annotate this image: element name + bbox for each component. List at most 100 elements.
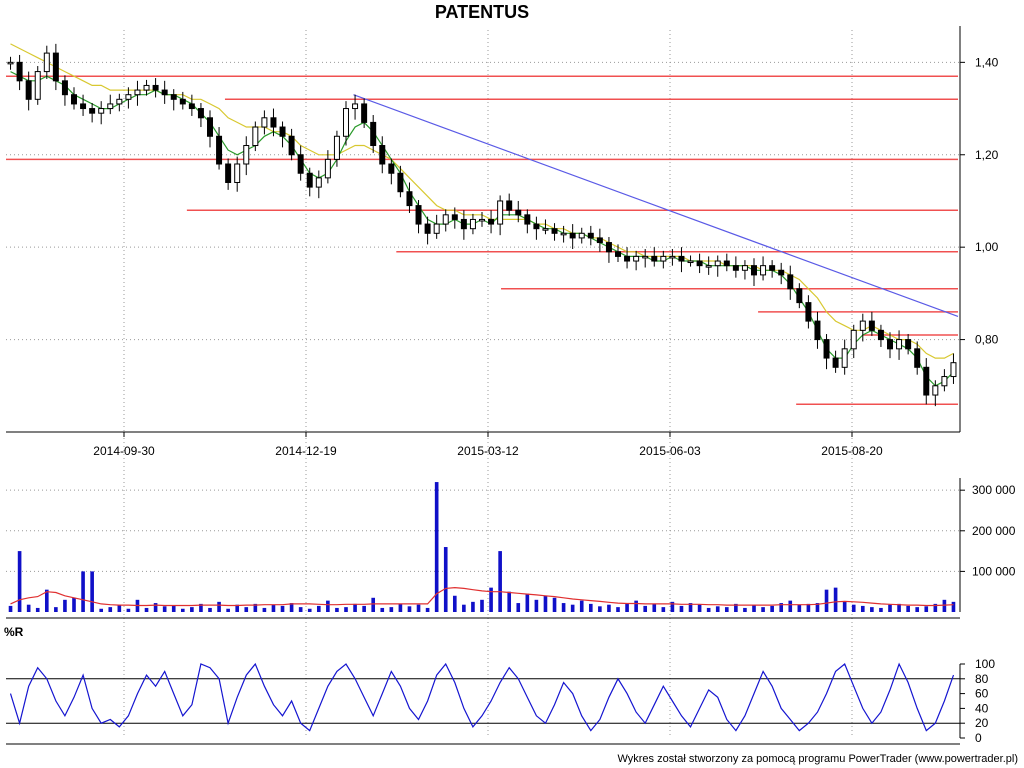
volume-bar [471, 601, 475, 612]
candle-body [451, 214, 458, 220]
williams-r-y-tick-label: 20 [975, 716, 989, 730]
volume-bar [779, 603, 784, 612]
volume-panel: 300 000 200 000 100 000 [6, 478, 1016, 619]
candle-body [524, 214, 531, 225]
candle-body [261, 117, 268, 128]
volume-bar [661, 607, 666, 612]
candle-body [80, 103, 87, 110]
candle-body [506, 200, 513, 211]
price-y-tick-label: 1,40 [975, 55, 999, 69]
candle-body [125, 94, 132, 100]
volume-bar [171, 605, 176, 612]
candle-body [361, 103, 368, 123]
candle-body [868, 320, 875, 331]
candle-body [98, 108, 105, 114]
price-y-tick-label: 0,80 [975, 333, 999, 347]
candle-body [7, 61, 14, 65]
candle-body [433, 223, 440, 234]
candle-body [161, 89, 168, 96]
candle-body [877, 329, 884, 341]
candle-body [197, 108, 204, 119]
volume-bar [289, 603, 294, 612]
candle-body [551, 228, 558, 234]
candle-body [152, 84, 159, 91]
volume-bar [806, 603, 811, 612]
williams-r-y-tick-label: 0 [975, 731, 982, 745]
candle-body [25, 80, 32, 100]
volume-bar [706, 607, 711, 612]
volume-bar [579, 600, 584, 612]
candle-body [569, 232, 576, 239]
volume-y-tick-label: 300 000 [972, 483, 1016, 497]
candle-body [460, 218, 467, 230]
moving-average-short [10, 71, 954, 387]
candle-body [207, 117, 213, 137]
volume-bar [634, 600, 638, 612]
volume-bar [534, 599, 539, 612]
volume-bar [679, 605, 684, 612]
volume-bar [688, 603, 693, 612]
volume-bar [443, 547, 448, 612]
volume-bar [489, 587, 493, 612]
candle-body [732, 265, 739, 271]
volume-bar [8, 605, 13, 612]
williams-r-y-tick-label: 60 [975, 687, 989, 701]
volume-bar [870, 607, 874, 612]
volume-bar [724, 607, 729, 612]
volume-bar [380, 607, 385, 612]
volume-bar [99, 608, 104, 612]
volume-bar [126, 608, 131, 612]
x-tick-label: 2014-09-30 [93, 444, 155, 458]
volume-moving-average [10, 586, 954, 607]
footer-credit: Wykres został stworzony za pomocą progra… [617, 753, 1018, 765]
volume-bar [407, 606, 412, 612]
candle-body [624, 255, 631, 262]
candle-body [605, 242, 612, 253]
candle-body [424, 223, 431, 234]
candle-body [170, 94, 177, 100]
volume-bar [199, 603, 203, 612]
volume-bar [815, 603, 820, 612]
volume-bar [625, 603, 629, 612]
volume-bar [788, 600, 793, 612]
candle-body [297, 154, 304, 174]
candle-body [315, 177, 322, 188]
volume-bar [924, 606, 929, 612]
volume-bar [552, 597, 557, 612]
candle-body [950, 362, 957, 378]
candle-body [234, 163, 241, 183]
volume-bar [452, 595, 457, 612]
volume-bar [371, 597, 376, 612]
volume-bar [525, 593, 530, 612]
volume-bar [670, 601, 675, 612]
candle-body [832, 357, 839, 368]
volume-bar [353, 603, 357, 612]
candle-body [805, 302, 812, 322]
x-tick-label: 2015-08-20 [821, 444, 883, 458]
volume-bar [697, 604, 702, 612]
volume-bar [90, 571, 94, 612]
candle-body [397, 172, 404, 193]
volume-bar [17, 551, 22, 612]
candle-body [587, 232, 594, 239]
williams-r-line [9, 662, 955, 732]
candle-body [660, 255, 667, 262]
volume-bar [162, 606, 167, 612]
candle-body [633, 255, 640, 262]
volume-bar [761, 607, 765, 612]
candle-body [905, 339, 912, 350]
candle-body [778, 269, 785, 276]
candle-body [225, 163, 232, 183]
candle-body [751, 265, 757, 276]
volume-bar [715, 606, 720, 612]
volume-bar [362, 605, 366, 612]
candle-body [216, 135, 223, 165]
candle-body [370, 121, 377, 147]
candle-body [823, 339, 830, 359]
candle-body [850, 329, 857, 350]
volume-bar [842, 601, 847, 612]
candle-body [578, 232, 585, 239]
volume-bar [144, 607, 149, 612]
volume-bar [860, 605, 865, 612]
